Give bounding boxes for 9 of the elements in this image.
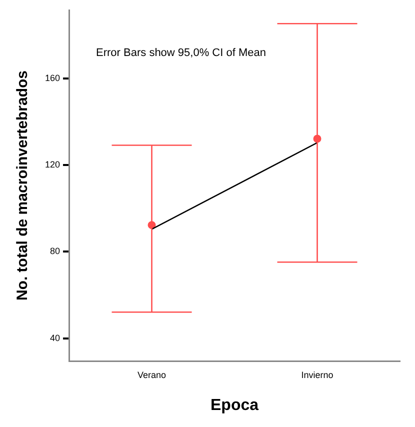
x-tick-label: Verano [137, 370, 166, 380]
y-axis-title: No. total de macroinvertebrados [14, 70, 32, 301]
x-axis-title: Epoca [210, 396, 259, 414]
y-tick-label: 80 [50, 246, 60, 256]
y-tick-label: 40 [50, 332, 60, 343]
y-tick-label: 120 [44, 160, 60, 170]
annotation: Error Bars show 95,0% CI of Mean [96, 47, 266, 60]
y-tick-label: 160 [44, 73, 60, 84]
x-tick-label: Invierno [301, 370, 334, 380]
